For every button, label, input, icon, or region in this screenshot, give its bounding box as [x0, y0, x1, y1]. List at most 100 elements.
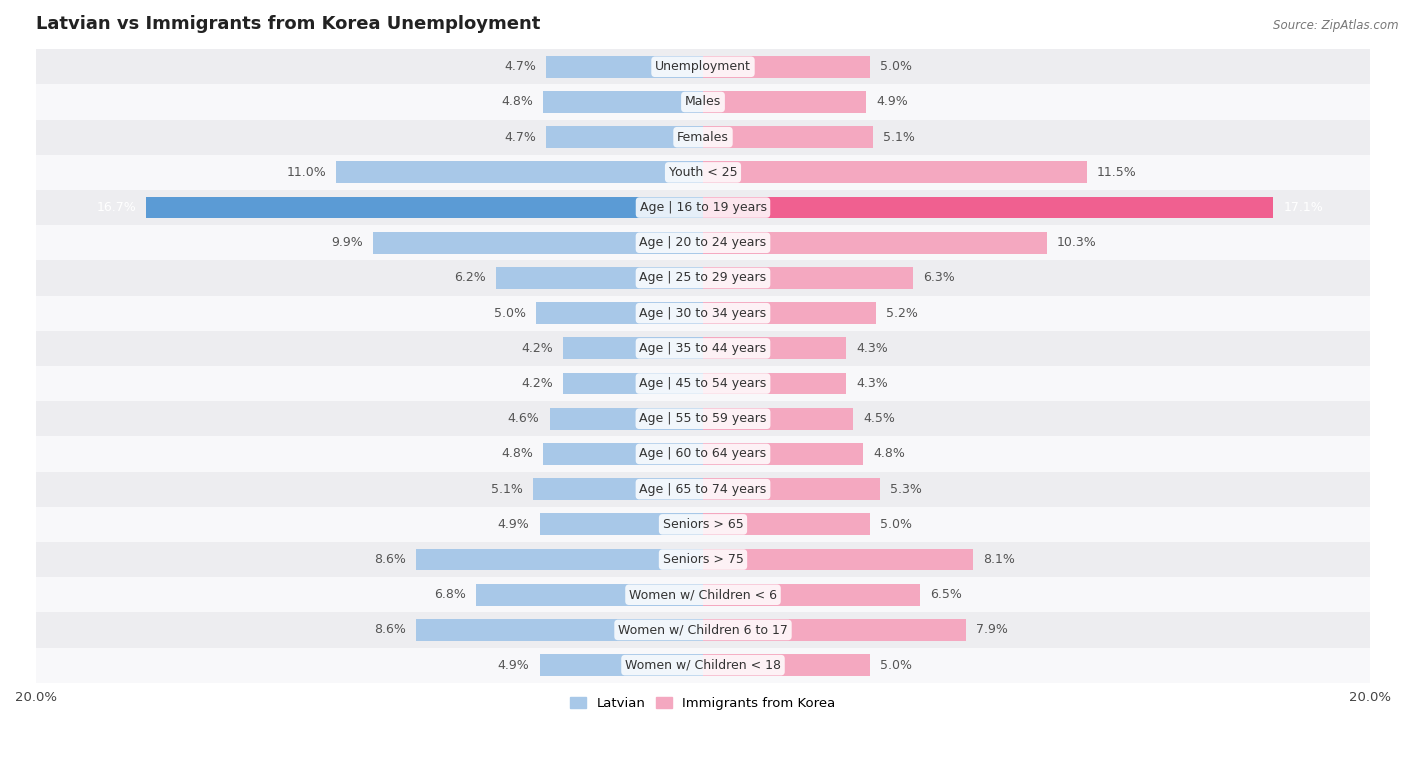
Bar [37, 120, 1369, 154]
Text: 5.1%: 5.1% [883, 131, 915, 144]
Text: Seniors > 75: Seniors > 75 [662, 553, 744, 566]
Bar [37, 506, 1369, 542]
Bar [146, 197, 703, 219]
Text: Youth < 25: Youth < 25 [669, 166, 737, 179]
Bar [37, 154, 1369, 190]
Text: 6.3%: 6.3% [924, 272, 955, 285]
Bar [533, 478, 703, 500]
Bar [703, 338, 846, 360]
Text: Source: ZipAtlas.com: Source: ZipAtlas.com [1274, 19, 1399, 32]
Text: Age | 25 to 29 years: Age | 25 to 29 years [640, 272, 766, 285]
Text: 5.0%: 5.0% [880, 61, 911, 73]
Bar [37, 436, 1369, 472]
Bar [496, 267, 703, 289]
Bar [37, 225, 1369, 260]
Text: Age | 65 to 74 years: Age | 65 to 74 years [640, 483, 766, 496]
Text: 5.3%: 5.3% [890, 483, 922, 496]
Bar [540, 654, 703, 676]
Text: 4.3%: 4.3% [856, 342, 889, 355]
Bar [703, 513, 870, 535]
Bar [703, 91, 866, 113]
Text: Seniors > 65: Seniors > 65 [662, 518, 744, 531]
Text: 11.5%: 11.5% [1097, 166, 1136, 179]
Text: Unemployment: Unemployment [655, 61, 751, 73]
Text: 4.7%: 4.7% [505, 131, 536, 144]
Bar [703, 302, 876, 324]
Bar [703, 372, 846, 394]
Bar [540, 513, 703, 535]
Bar [477, 584, 703, 606]
Bar [37, 190, 1369, 225]
Text: 4.3%: 4.3% [856, 377, 889, 390]
Text: 8.6%: 8.6% [374, 624, 406, 637]
Bar [543, 443, 703, 465]
Text: 6.2%: 6.2% [454, 272, 486, 285]
Text: Age | 35 to 44 years: Age | 35 to 44 years [640, 342, 766, 355]
Bar [547, 126, 703, 148]
Bar [703, 126, 873, 148]
Text: 6.5%: 6.5% [929, 588, 962, 601]
Bar [416, 619, 703, 641]
Text: 5.0%: 5.0% [880, 659, 911, 671]
Bar [703, 443, 863, 465]
Bar [37, 472, 1369, 506]
Bar [37, 612, 1369, 647]
Bar [703, 197, 1274, 219]
Text: Age | 45 to 54 years: Age | 45 to 54 years [640, 377, 766, 390]
Text: 6.8%: 6.8% [434, 588, 467, 601]
Bar [37, 577, 1369, 612]
Legend: Latvian, Immigrants from Korea: Latvian, Immigrants from Korea [565, 691, 841, 715]
Text: 9.9%: 9.9% [330, 236, 363, 249]
Text: 5.2%: 5.2% [886, 307, 918, 319]
Text: 5.1%: 5.1% [491, 483, 523, 496]
Bar [562, 372, 703, 394]
Bar [37, 84, 1369, 120]
Text: 4.2%: 4.2% [522, 377, 553, 390]
Bar [562, 338, 703, 360]
Text: 4.2%: 4.2% [522, 342, 553, 355]
Bar [536, 302, 703, 324]
Bar [703, 478, 880, 500]
Text: 5.0%: 5.0% [880, 518, 911, 531]
Text: 10.3%: 10.3% [1056, 236, 1097, 249]
Text: Age | 55 to 59 years: Age | 55 to 59 years [640, 413, 766, 425]
Text: Age | 20 to 24 years: Age | 20 to 24 years [640, 236, 766, 249]
Bar [550, 408, 703, 430]
Text: 7.9%: 7.9% [977, 624, 1008, 637]
Text: 4.8%: 4.8% [501, 447, 533, 460]
Bar [37, 49, 1369, 84]
Bar [547, 56, 703, 78]
Text: 8.6%: 8.6% [374, 553, 406, 566]
Text: 5.0%: 5.0% [495, 307, 526, 319]
Bar [37, 647, 1369, 683]
Bar [703, 161, 1087, 183]
Text: 4.8%: 4.8% [501, 95, 533, 108]
Text: Women w/ Children < 18: Women w/ Children < 18 [626, 659, 780, 671]
Bar [37, 542, 1369, 577]
Text: 11.0%: 11.0% [287, 166, 326, 179]
Bar [37, 401, 1369, 436]
Text: 8.1%: 8.1% [983, 553, 1015, 566]
Text: Women w/ Children 6 to 17: Women w/ Children 6 to 17 [619, 624, 787, 637]
Text: 17.1%: 17.1% [1284, 201, 1323, 214]
Bar [336, 161, 703, 183]
Text: 4.9%: 4.9% [498, 518, 530, 531]
Bar [703, 584, 920, 606]
Bar [703, 654, 870, 676]
Bar [37, 366, 1369, 401]
Bar [37, 260, 1369, 295]
Bar [703, 232, 1046, 254]
Bar [703, 549, 973, 571]
Bar [543, 91, 703, 113]
Text: 4.9%: 4.9% [876, 95, 908, 108]
Text: Females: Females [678, 131, 728, 144]
Text: Latvian vs Immigrants from Korea Unemployment: Latvian vs Immigrants from Korea Unemplo… [37, 15, 540, 33]
Bar [373, 232, 703, 254]
Bar [416, 549, 703, 571]
Text: 16.7%: 16.7% [96, 201, 136, 214]
Bar [37, 295, 1369, 331]
Text: Age | 16 to 19 years: Age | 16 to 19 years [640, 201, 766, 214]
Text: 4.6%: 4.6% [508, 413, 540, 425]
Bar [37, 331, 1369, 366]
Bar [703, 408, 853, 430]
